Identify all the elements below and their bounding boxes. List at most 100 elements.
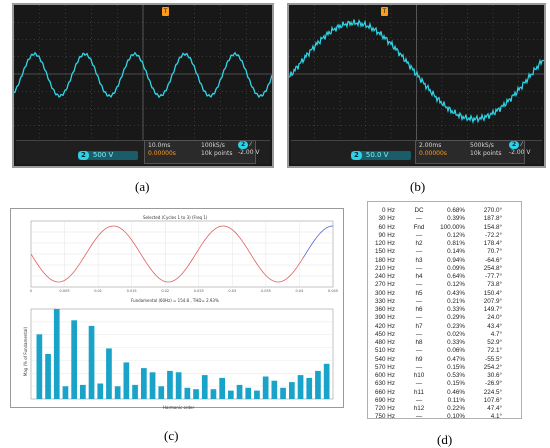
table-row: 510 Hz — 0.06% 72.1° <box>368 346 523 355</box>
harmonic-order-cell: h9 <box>415 355 423 363</box>
scope-a-status-bar: 2 500 V 10.0ms 100kS/s 0.00000s 10k point… <box>16 140 270 164</box>
magnitude-cell: 0.12% <box>447 231 465 239</box>
phase-cell: 154.8° <box>483 223 502 231</box>
caption-d: (d) <box>437 432 453 447</box>
magnitude-cell: 0.68% <box>447 207 465 214</box>
timebase-box: 2.00ms 500kS/s 0.00000s 10k points <box>415 140 525 164</box>
table-row: 660 Hz h11 0.46% 224.5° <box>368 388 523 397</box>
trigger-box: 2 ⁄ -2.00 V <box>238 141 260 156</box>
harmonic-bar <box>323 363 330 399</box>
harmonic-order-cell: — <box>415 347 423 355</box>
time-tick-label: 0 <box>30 289 32 293</box>
harmonic-bar <box>201 375 208 399</box>
table-row: 330 Hz — 0.21% 207.9° <box>368 297 523 306</box>
frequency-cell: 690 Hz <box>375 396 395 404</box>
harmonic-order-cell: h12 <box>413 405 425 412</box>
sample-rate: 500kS/s <box>470 142 494 149</box>
time-tick-label: 0.015 <box>127 289 137 293</box>
time-tick-label: 0.035 <box>261 289 271 293</box>
harmonic-bar <box>45 354 51 399</box>
table-row: 390 Hz — 0.29% 24.0° <box>368 313 523 322</box>
harmonic-order-cell: h2 <box>415 240 423 247</box>
table-row: 270 Hz — 0.12% 73.8° <box>368 280 523 289</box>
table-row: 480 Hz h8 0.33% 52.9° <box>368 338 523 347</box>
magnitude-cell: 0.94% <box>447 256 465 264</box>
frequency-cell: 210 Hz <box>375 264 395 272</box>
channel-2-scale: 2 50.0 V <box>351 151 411 160</box>
trigger-level: -2.00 V <box>509 149 531 156</box>
frequency-cell: 120 Hz <box>375 240 395 247</box>
trigger-delay: 0.00000s <box>419 150 447 157</box>
harmonic-bar <box>306 377 313 399</box>
table-row: 600 Hz h10 0.53% 30.6° <box>368 371 523 380</box>
harmonic-bar <box>80 384 86 399</box>
waveform-plot: 0 0.005 0.01 0.015 0.02 0.025 0.03 0.035 0.04 0.0… <box>30 220 338 293</box>
magnitude-cell: 0.23% <box>447 322 465 330</box>
frequency-cell: 450 Hz <box>375 330 395 338</box>
bar-plot-frame <box>30 308 334 400</box>
frequency-cell: 270 Hz <box>375 281 395 289</box>
frequency-cell: 720 Hz <box>375 405 395 412</box>
harmonic-bar <box>262 376 269 399</box>
harmonic-order-cell: — <box>415 281 423 289</box>
magnitude-cell: 0.14% <box>447 248 465 256</box>
harmonic-bar <box>280 387 286 400</box>
phase-cell: 4.1° <box>490 413 502 421</box>
magnitude-cell: 0.06% <box>447 347 465 355</box>
scope-a-screen <box>14 5 272 143</box>
harmonic-order-cell: — <box>415 297 423 305</box>
frequency-cell: 60 Hz <box>378 223 395 231</box>
harmonic-order-cell: h7 <box>415 322 423 330</box>
table-row: 120 Hz h2 0.81% 178.4° <box>368 239 523 248</box>
table-row: 300 Hz h5 0.43% 150.4° <box>368 289 523 298</box>
phase-cell: 107.6° <box>483 396 502 404</box>
magnitude-cell: 0.81% <box>447 240 465 247</box>
phase-cell: -64.6° <box>485 256 502 264</box>
time-tick-label: 0.045 <box>328 289 338 293</box>
harmonic-order-cell: — <box>415 330 423 338</box>
channel-number: 2 <box>351 151 362 160</box>
timebase: 10.0ms <box>148 142 171 149</box>
volts-per-div: 500 V <box>92 151 114 159</box>
frequency-cell: 540 Hz <box>375 355 395 363</box>
phase-cell: -55.5° <box>485 355 502 363</box>
frequency-cell: 180 Hz <box>375 256 395 264</box>
table-row: 450 Hz — 0.02% 4.7° <box>368 330 523 339</box>
magnitude-cell: 0.21% <box>447 297 465 305</box>
harmonic-bar <box>219 377 225 399</box>
magnitude-cell: 0.29% <box>447 314 465 322</box>
phase-cell: 149.7° <box>483 306 502 313</box>
magnitude-cell: 100.00% <box>440 223 465 231</box>
channel-number: 2 <box>78 151 89 160</box>
scope-b-status-bar: 2 50.0 V 2.00ms 500kS/s 0.00000s 10k poin… <box>291 140 542 164</box>
time-tick-label: 0.01 <box>94 289 102 293</box>
fft-title: Fundamental (60Hz) = 154.8 , THD= 2.93% <box>131 298 219 303</box>
table-row: 420 Hz h7 0.23% 43.4° <box>368 322 523 331</box>
harmonic-order-cell: — <box>415 215 423 223</box>
harmonic-order-cell: h6 <box>415 306 423 313</box>
frequency-cell: 90 Hz <box>378 231 395 239</box>
trigger-channel: 2 <box>509 141 520 149</box>
magnitude-cell: 0.11% <box>447 396 465 404</box>
phase-cell: 254.2° <box>483 363 502 371</box>
phase-cell: 47.4° <box>487 405 502 412</box>
harmonic-bar <box>236 384 243 399</box>
magnitude-cell: 0.22% <box>447 405 465 412</box>
harmonic-order-cell: h8 <box>415 339 423 346</box>
harmonic-bar <box>53 309 60 399</box>
harmonic-bar <box>254 390 260 399</box>
magnitude-cell: 0.46% <box>447 388 465 396</box>
frequency-cell: 0 Hz <box>382 207 395 214</box>
trigger-position-marker: T <box>162 7 169 16</box>
time-tick-label: 0.03 <box>228 289 236 293</box>
harmonic-bar <box>132 384 138 399</box>
harmonic-bar <box>88 325 95 399</box>
table-row: 540 Hz h9 0.47% -55.5° <box>368 355 523 364</box>
harmonic-bar <box>141 368 147 399</box>
phase-cell: -26.9° <box>485 380 502 388</box>
x-axis-label: Harmonic order <box>163 405 195 410</box>
harmonic-bar <box>123 362 130 399</box>
phase-cell: 207.9° <box>483 297 502 305</box>
volts-per-div: 50.0 V <box>365 151 389 159</box>
table-row: 360 Hz h6 0.33% 149.7° <box>368 305 523 314</box>
